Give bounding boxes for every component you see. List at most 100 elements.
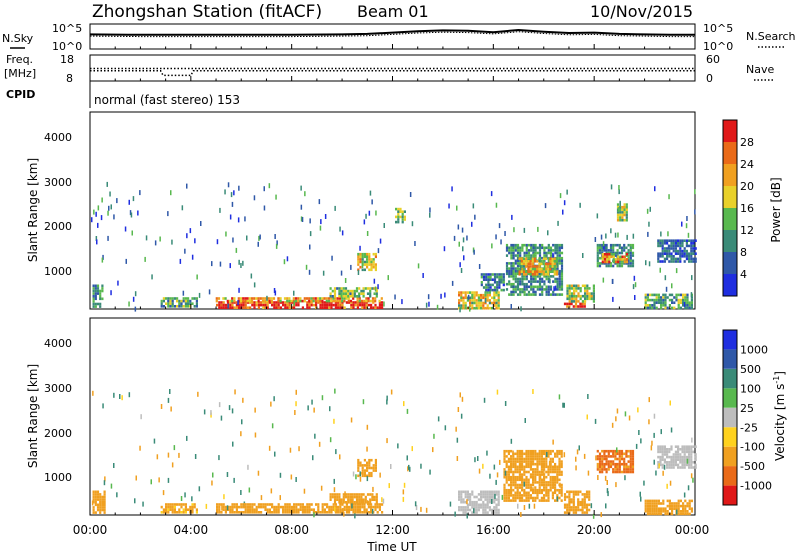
heatmap-cell [277,508,280,511]
heatmap-cell [671,512,674,516]
heatmap-cell [99,508,102,512]
heatmap-cell [485,278,488,281]
heatmap-cell [365,297,368,300]
heatmap-cell [469,500,472,504]
heatmap-cell [145,235,148,241]
heatmap-cell [257,301,260,304]
heatmap-cell [331,493,334,496]
heatmap-cell [518,465,521,469]
heatmap-cell [276,240,278,246]
heatmap-cell [344,289,348,293]
heatmap-cell [655,298,658,302]
heatmap-cell [668,260,671,263]
heatmap-cell [667,231,669,237]
heatmap-cell [497,490,500,494]
heatmap-cell [533,270,537,273]
heatmap-cell [205,503,208,509]
heatmap-cell [229,301,232,304]
heatmap-cell [366,292,370,295]
heatmap-cell [266,299,269,303]
heatmap-cell [646,298,649,302]
heatmap-cell [510,243,513,247]
colorbar-segment [723,120,737,142]
heatmap-cell [521,465,524,469]
heatmap-cell [668,455,671,459]
heatmap-cell [556,452,559,456]
heatmap-cell [332,505,335,509]
heatmap-cell [295,401,297,407]
heatmap-cell [167,299,170,303]
heatmap-cell [651,504,654,508]
heatmap-cell [500,275,503,279]
heatmap-cell [679,249,682,253]
heatmap-cell [169,503,172,506]
heatmap-cell [660,298,663,302]
heatmap-cell [516,468,519,471]
heatmap-cell [685,463,688,467]
heatmap-cell [588,503,591,507]
heatmap-cell [525,455,528,458]
heatmap-cell [516,457,519,461]
heatmap-cell [672,455,675,459]
heatmap-cell [534,290,537,294]
heatmap-cell [268,503,271,506]
heatmap-cell [366,466,369,470]
heatmap-cell [244,503,247,506]
heatmap-cell [522,260,526,263]
heatmap-cell [375,292,378,295]
heatmap-cell [603,252,607,256]
heatmap-cell [581,302,584,306]
heatmap-cell [436,304,439,310]
heatmap-cell [414,241,416,246]
heatmap-cell [329,287,332,290]
heatmap-cell [165,297,168,300]
heatmap-cell [348,508,351,511]
heatmap-cell [334,503,337,506]
heatmap-cell [365,508,368,511]
heatmap-cell [477,506,480,509]
heatmap-cell [167,508,170,511]
heatmap-cell [621,208,624,212]
heatmap-cell [457,224,460,230]
heatmap-cell [534,455,537,458]
heatmap-cell [668,252,671,255]
heatmap-cell [507,478,510,482]
heatmap-cell [612,246,615,250]
heatmap-cell [621,205,624,209]
heatmap-cell [549,260,552,263]
heatmap-cell [523,505,526,510]
heatmap-cell [225,231,227,237]
heatmap-cell [359,245,361,251]
heatmap-cell [99,511,102,514]
heatmap-cell [518,491,521,495]
heatmap-cell [169,297,172,300]
heatmap-cell [625,465,628,469]
heatmap-cell [670,242,673,245]
heatmap-cell [211,480,213,486]
heatmap-cell [321,508,324,511]
heatmap-cell [563,506,567,509]
heatmap-cell [683,463,686,467]
heatmap-cell [466,506,469,509]
heatmap-cell [180,496,183,501]
heatmap-cell [339,508,342,511]
heatmap-cell [343,505,346,509]
heatmap-cell [298,446,300,452]
heatmap-cell [363,301,366,304]
heatmap-cell [229,263,231,269]
heatmap-cell [376,505,379,509]
heatmap-cell [525,285,528,289]
heatmap-cell [545,293,548,296]
heatmap-cell [497,291,500,294]
heatmap-cell [529,262,532,266]
heatmap-cell [514,267,517,270]
heatmap-cell [623,452,626,456]
heatmap-cell [511,214,513,220]
heatmap-cell [547,481,550,484]
heatmap-cell [570,297,573,301]
heatmap-cell [577,294,580,298]
heatmap-cell [566,503,569,507]
heatmap-cell [383,223,385,228]
heatmap-cell [501,494,504,500]
heatmap-cell [631,457,635,461]
